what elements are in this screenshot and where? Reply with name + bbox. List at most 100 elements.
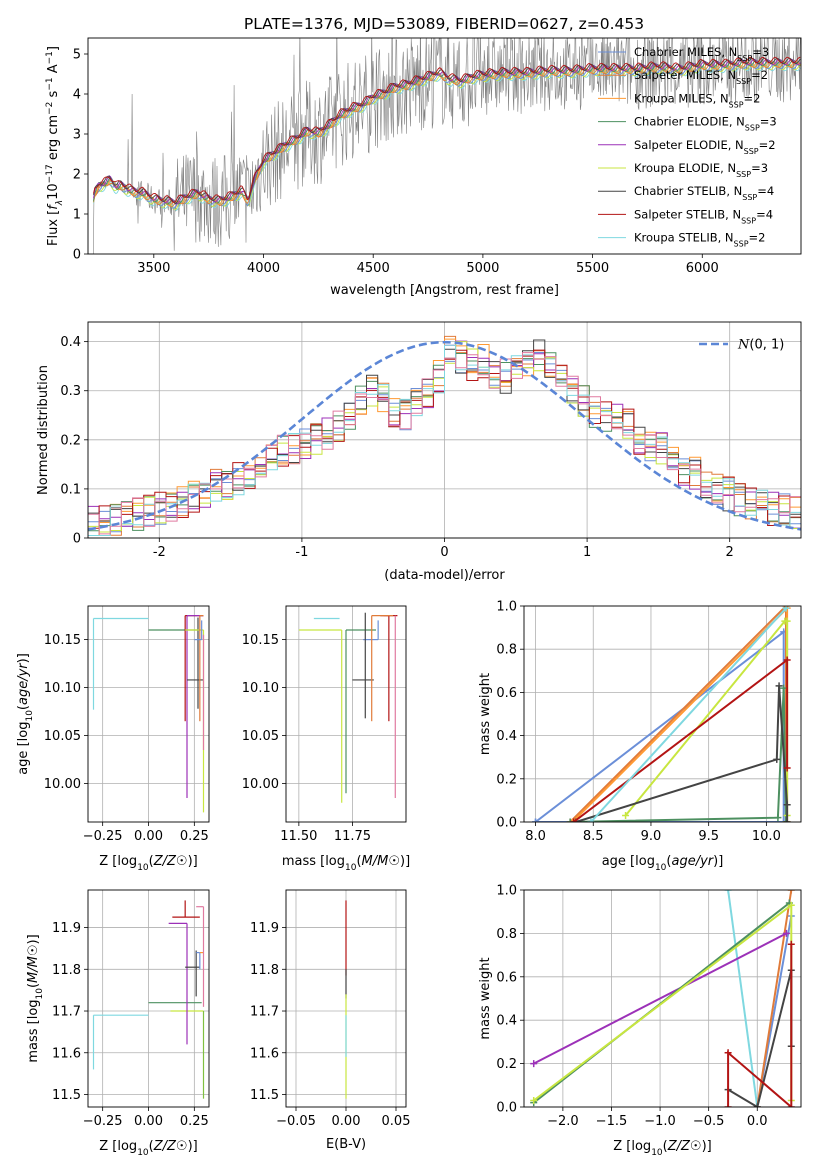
y-tick-label: 11.6 — [52, 1046, 81, 1061]
mass-weight-line — [570, 688, 787, 822]
x-tick-label: 0.00 — [134, 829, 163, 844]
y-tick-label: 0.2 — [496, 1057, 517, 1072]
x-tick-label: −0.05 — [276, 1114, 316, 1129]
x-tick-label: 0.25 — [180, 829, 209, 844]
y-tick-label: 0 — [73, 532, 81, 547]
error-bar-point — [185, 950, 200, 997]
plot-area — [88, 335, 801, 538]
x-tick-label: 0.00 — [332, 1114, 361, 1129]
y-tick-label: 0.8 — [496, 927, 517, 942]
x-tick-label: 0.25 — [180, 1114, 209, 1129]
plot-area — [88, 38, 801, 254]
plus-marker — [587, 818, 595, 822]
y-axis-label: Normed distribution — [36, 365, 51, 495]
mass-weight-vs-age-panel: 8.0 8.5 9.0 9.5 10.0 0.0 0.2 0.4 0.6 0.8 1.0 mass w… — [478, 600, 802, 873]
plus-marker — [782, 929, 790, 937]
y-tick-label: 11.5 — [250, 1088, 279, 1103]
legend-entry: Chabrier MILES, NSSP=3 — [634, 45, 769, 63]
y-tick-label: 0.4 — [60, 335, 81, 350]
plus-marker — [570, 818, 578, 822]
x-tick-label: −0.25 — [83, 1114, 123, 1129]
age-vs-metallicity-panel: −0.25 0.00 0.25 10.00 10.05 10.10 10.15 Z [log1… — [16, 605, 210, 873]
x-tick-label: 0 — [440, 545, 448, 560]
plus-marker — [783, 617, 791, 625]
x-tick-label: 3500 — [137, 261, 170, 276]
y-axis-label: mass weight — [478, 957, 493, 1039]
residuals-panel: -2 -1 0 1 2 0 0.1 0.2 0.3 0.4 (data-model)/error No… — [36, 321, 802, 583]
y-tick-label: 11.8 — [52, 963, 81, 978]
x-tick-label: 9.5 — [698, 829, 719, 844]
plus-marker — [783, 656, 791, 664]
plus-marker — [566, 818, 574, 822]
x-tick-label: 5000 — [466, 261, 499, 276]
y-tick-label: 11.7 — [250, 1005, 279, 1020]
plus-marker — [775, 682, 783, 690]
legend-entry: Chabrier STELIB, NSSP=4 — [634, 184, 774, 202]
y-tick-label: 10.05 — [44, 729, 81, 744]
x-tick-label: 5500 — [576, 261, 609, 276]
axes-frame — [87, 605, 210, 823]
x-tick-label: 8.0 — [525, 829, 546, 844]
mass-weight-line — [590, 607, 787, 822]
x-tick-label: −0.5 — [693, 1114, 725, 1129]
axes-frame — [87, 321, 802, 539]
mass-weight-line — [727, 944, 793, 1107]
y-tick-label: 11.9 — [52, 921, 81, 936]
error-bar-point — [187, 617, 204, 709]
y-tick-label: 0.8 — [496, 643, 517, 658]
x-tick-label: 0.0 — [747, 1114, 768, 1129]
x-axis-label: wavelength [Angstrom, rest frame] — [330, 283, 559, 298]
model-spectrum — [93, 63, 801, 211]
plus-marker — [787, 890, 795, 894]
x-tick-label: 1 — [583, 545, 591, 560]
y-tick-label: 0.3 — [60, 384, 81, 399]
mass-weight-line — [756, 890, 793, 1107]
legend-entry: Kroupa MILES, NSSP=2 — [634, 91, 760, 109]
x-axis-label: Z [log10(Z/Z☉)] — [613, 1139, 711, 1158]
x-tick-label: −1.0 — [644, 1114, 676, 1129]
mass-weight-line — [727, 890, 759, 1107]
plot-area — [92, 900, 205, 1099]
legend-entry: Salpeter MILES, NSSP=2 — [634, 68, 768, 86]
x-tick-label: −0.25 — [83, 829, 123, 844]
plus-marker — [787, 1103, 795, 1107]
age-vs-mass-panel: 11.50 11.75 10.00 10.05 10.10 10.15 mass [log1… — [242, 605, 410, 873]
mass-weight-vs-metallicity-panel: −2.0 −1.5 −1.0 −0.5 0.0 0.0 0.2 0.4 0.6 0.8 1.0 mas… — [478, 884, 802, 1158]
plus-marker — [783, 764, 791, 772]
y-tick-label: 10.15 — [44, 633, 81, 648]
x-tick-label: 0.05 — [382, 1114, 411, 1129]
x-tick-label: 10.0 — [752, 829, 781, 844]
y-tick-label: 3 — [73, 128, 81, 143]
y-tick-label: 0.0 — [496, 1101, 517, 1116]
x-tick-label: 0.00 — [134, 1114, 163, 1129]
mass-vs-metallicity-panel: −0.25 0.00 0.25 11.5 11.6 11.7 11.8 11.9 Z [log1… — [26, 889, 210, 1158]
y-tick-label: 0 — [73, 248, 81, 263]
y-tick-label: 2 — [73, 168, 81, 183]
plus-marker — [724, 890, 732, 894]
observed-spectrum — [88, 38, 801, 254]
model-spectrum — [93, 56, 801, 203]
x-axis-label: Z [log10(Z/Z☉)] — [99, 854, 197, 873]
x-tick-label: 4000 — [247, 261, 280, 276]
y-tick-label: 4 — [73, 88, 81, 103]
plus-marker — [780, 684, 788, 692]
x-axis-label: E(B-V) — [326, 1137, 366, 1152]
plus-marker — [782, 818, 790, 822]
x-tick-label: -2 — [153, 545, 166, 560]
error-bar-point — [92, 617, 149, 710]
error-bar-point — [196, 951, 201, 970]
error-bar-point — [168, 922, 188, 1045]
y-tick-label: 11.8 — [250, 963, 279, 978]
y-tick-label: 11.7 — [52, 1005, 81, 1020]
x-tick-label: 2 — [726, 545, 734, 560]
y-tick-label: 10.10 — [44, 681, 81, 696]
mass-weight-line — [569, 606, 787, 822]
mass-weight-line — [533, 932, 787, 1065]
plus-marker — [780, 818, 788, 822]
spectrum-panel: 3500 4000 4500 5000 5500 6000 0 1 2 3 4 5 wavelength… — [45, 37, 802, 298]
y-tick-label: 11.5 — [52, 1088, 81, 1103]
plot-area — [532, 606, 791, 822]
y-tick-label: 10.00 — [44, 777, 81, 792]
plot-area — [298, 612, 398, 803]
y-tick-label: 1.0 — [496, 600, 517, 615]
